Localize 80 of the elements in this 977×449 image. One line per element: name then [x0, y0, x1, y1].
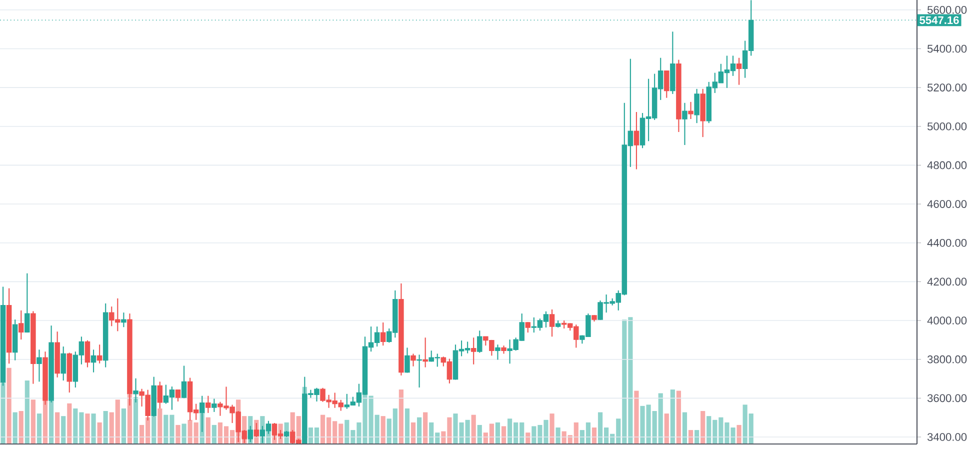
candlestick	[18, 310, 24, 340]
bar	[634, 390, 639, 444]
bar	[85, 414, 90, 444]
y-tick-label: 4600.00	[927, 200, 967, 208]
y-tick-label: 4000.00	[927, 316, 967, 324]
bar	[664, 414, 669, 444]
candlestick	[90, 349, 96, 373]
candlestick	[422, 337, 428, 368]
bar	[133, 397, 138, 444]
candlestick	[416, 354, 422, 388]
bar	[416, 417, 422, 444]
candlestick	[694, 88, 700, 124]
bar	[24, 380, 30, 444]
bar	[206, 417, 210, 444]
y-tick-label: 3400.00	[927, 433, 967, 441]
bar	[55, 412, 60, 444]
bar	[67, 403, 72, 444]
y-tick-label: 4400.00	[927, 238, 967, 247]
ref-line-label: 5547.16	[920, 16, 959, 24]
candlestick	[688, 101, 694, 120]
bar	[121, 408, 126, 444]
bar	[404, 408, 410, 444]
y-tick-label: 3800.00	[927, 355, 967, 364]
candlestick	[664, 70, 670, 98]
bar	[12, 412, 18, 444]
candlestick	[60, 346, 66, 382]
candlestick	[470, 337, 476, 365]
candlestick	[96, 344, 102, 364]
candlestick	[380, 322, 386, 346]
y-tick-label: 5200.00	[927, 84, 967, 92]
bar	[36, 414, 42, 444]
bar	[700, 411, 706, 444]
bar	[380, 416, 386, 444]
bar	[501, 426, 506, 444]
candlestick	[181, 365, 187, 399]
bar	[736, 424, 742, 444]
candlestick	[634, 111, 640, 170]
bar	[676, 390, 682, 444]
bar	[30, 400, 36, 444]
y-tick-label: 5600.00	[927, 6, 967, 14]
bar	[6, 368, 12, 444]
bar	[477, 424, 482, 444]
y-tick-label: 4800.00	[927, 161, 967, 170]
bar	[158, 408, 162, 444]
bar	[550, 414, 554, 444]
candlestick	[24, 272, 30, 334]
bar	[471, 414, 476, 444]
candlestick	[84, 340, 90, 368]
candlestick	[495, 344, 500, 360]
bar	[495, 422, 500, 444]
candlestick	[736, 57, 742, 86]
candlestick	[476, 330, 482, 354]
bar	[682, 412, 688, 444]
candlestick	[404, 347, 410, 374]
candlestick	[549, 308, 555, 338]
candlestick	[212, 398, 217, 412]
bar	[398, 389, 404, 444]
bar	[91, 414, 96, 444]
bar	[182, 424, 186, 444]
y-tick-label: 4200.00	[927, 278, 967, 286]
bar	[212, 424, 216, 444]
candlestick	[175, 389, 181, 402]
candlestick	[525, 322, 531, 334]
bar	[61, 416, 66, 444]
y-tick-label: 3600.00	[927, 394, 967, 402]
y-tick-label: 5400.00	[927, 44, 967, 53]
bar	[176, 424, 180, 444]
bar	[410, 422, 416, 444]
bar	[423, 412, 428, 444]
candlestick	[682, 102, 688, 146]
bar	[97, 422, 102, 444]
candlestick	[36, 349, 42, 382]
bar	[18, 411, 24, 444]
bar	[670, 389, 675, 444]
candlestick	[410, 353, 416, 367]
bar	[103, 411, 108, 444]
candlestick	[206, 395, 211, 414]
candlestick	[121, 312, 126, 328]
bar	[556, 427, 560, 444]
y-tick-label: 5000.00	[927, 122, 967, 130]
